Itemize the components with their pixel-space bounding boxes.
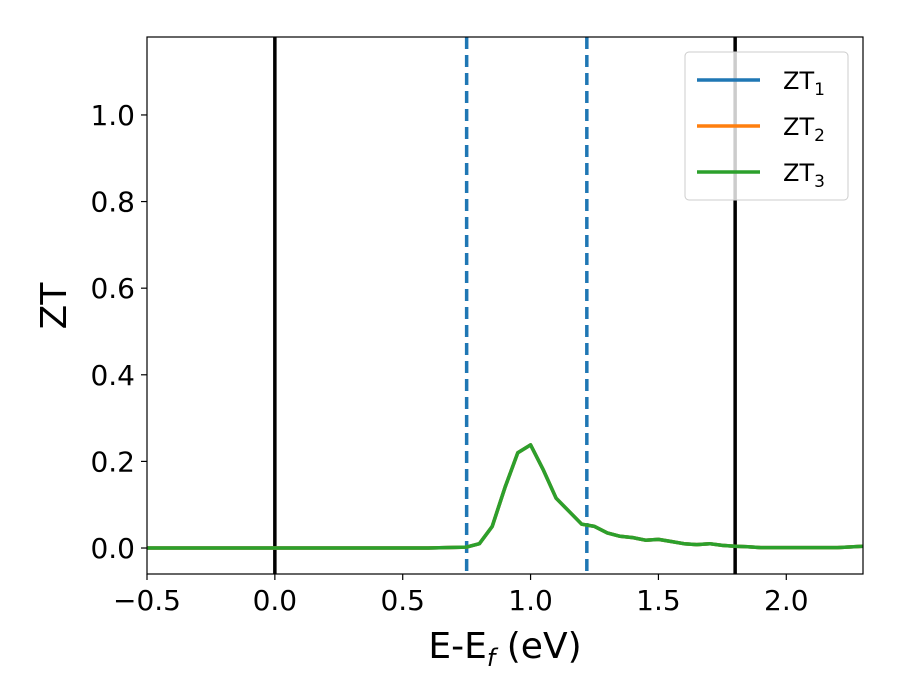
legend-label-3: ZT3 (783, 159, 825, 192)
x-tick-label-4: 1.5 (636, 584, 681, 617)
x-axis-title: E-Ef (eV) (428, 626, 581, 672)
x-tick-label-0: −0.5 (113, 584, 181, 617)
series-line-3 (147, 443, 863, 550)
y-tick-label-0: 0.0 (90, 532, 135, 565)
x-tick-label-3: 1.0 (508, 584, 553, 617)
y-axis-title: ZT (34, 282, 75, 330)
series-layer (147, 443, 863, 550)
legend-label-sub-2: 2 (814, 126, 825, 146)
x-tick-label-2: 0.5 (380, 584, 425, 617)
y-tick-label-3: 0.6 (90, 272, 135, 305)
x-axis-title-unit: (eV) (495, 626, 581, 667)
y-tick-label-4: 0.8 (90, 186, 135, 219)
legend-label-name-1: ZT (783, 67, 814, 95)
y-tick-label-1: 0.2 (90, 445, 135, 478)
legend-label-name-3: ZT (783, 159, 814, 187)
legend-label-sub-1: 1 (814, 80, 825, 100)
x-tick-label-5: 2.0 (764, 584, 809, 617)
legend-label-sub-3: 3 (814, 172, 825, 192)
x-tick-label-1: 0.0 (253, 584, 298, 617)
y-tick-label-2: 0.4 (90, 359, 135, 392)
legend-label-1: ZT1 (783, 67, 825, 100)
legend-box (684, 51, 849, 201)
series-line-1 (147, 443, 863, 550)
reference-lines (273, 37, 737, 574)
y-axis: 0.0 0.2 0.4 0.6 0.8 1.0 (90, 99, 147, 565)
legend-label-2: ZT2 (783, 113, 825, 146)
x-axis: −0.5 0.0 0.5 1.0 1.5 2.0 (113, 574, 809, 617)
y-tick-label-5: 1.0 (90, 99, 135, 132)
plot-frame (146, 36, 864, 575)
legend-label-name-2: ZT (783, 113, 814, 141)
series-line-2 (147, 443, 863, 550)
